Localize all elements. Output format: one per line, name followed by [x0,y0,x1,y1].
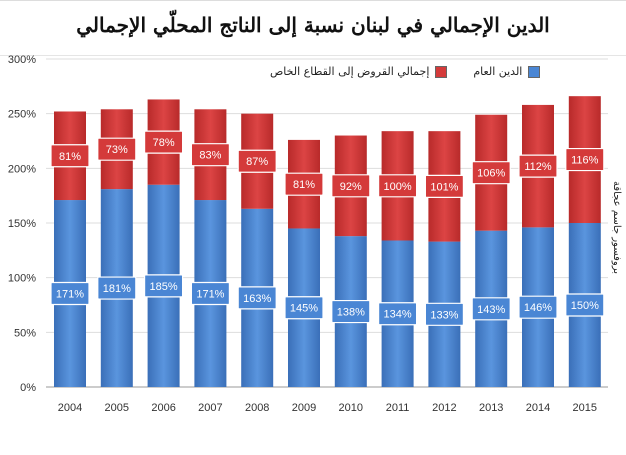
data-label-box [190,281,230,306]
x-tick-label: 2005 [105,402,129,414]
data-label-box [424,174,464,198]
data-label-box [518,295,558,319]
y-tick-label: 100% [8,273,36,285]
data-label: 73% [106,144,128,156]
data-label: 146% [524,302,552,314]
y-tick-label: 150% [8,218,36,230]
data-label-box [144,130,184,154]
data-label-box [331,174,371,198]
data-label: 83% [199,150,221,162]
data-label: 106% [477,168,505,180]
data-label: 163% [243,293,271,305]
data-label-box [471,297,511,321]
data-label: 101% [430,181,458,193]
data-label: 133% [430,309,458,321]
x-tick-label: 2007 [198,402,222,414]
y-tick-label: 200% [8,163,36,175]
data-label-box [284,172,324,196]
data-label-box [565,147,605,172]
data-label: 116% [571,155,599,167]
data-label: 171% [56,289,84,301]
data-label-box [190,143,230,167]
data-label: 143% [477,304,505,316]
data-label: 81% [59,151,81,163]
chart-title: الدين الإجمالي في لبنان نسبة إلى الناتج … [0,5,626,56]
x-tick-label: 2014 [526,402,550,414]
data-label: 112% [524,161,552,173]
data-label-box [50,281,90,306]
y-tick-label: 0% [20,382,36,394]
data-label: 185% [150,281,178,293]
author-credit: بروفسور جاسم عجاقة [611,181,622,275]
data-label-box [97,137,137,161]
data-label-box [237,286,277,310]
data-label-box [50,144,90,168]
x-tick-label: 2012 [432,402,456,414]
legend-swatch [528,65,541,78]
legend: الدين العام إجمالي القروض إلى القطاع الخ… [270,65,541,78]
data-label-box [378,174,418,198]
data-label: 138% [337,307,365,319]
data-label: 171% [196,289,224,301]
y-tick-label: 300% [8,54,36,66]
data-label-box [378,302,418,326]
x-tick-label: 2011 [386,402,410,414]
data-label: 87% [246,156,268,168]
data-label: 145% [290,303,318,315]
data-label-box [97,276,137,300]
legend-item-private-loans: إجمالي القروض إلى القطاع الخاص [270,65,448,78]
legend-label: إجمالي القروض إلى القطاع الخاص [270,65,430,78]
x-tick-label: 2004 [58,402,82,414]
x-tick-label: 2008 [245,402,269,414]
x-tick-label: 2010 [339,402,363,414]
x-tick-label: 2006 [151,402,175,414]
data-label-box [284,296,324,320]
legend-swatch [435,65,448,78]
data-label-box [237,149,277,173]
data-label: 78% [153,137,175,149]
y-tick-label: 250% [8,109,36,121]
y-tick-label: 50% [14,327,36,339]
data-label: 150% [571,300,599,312]
data-label: 92% [340,181,362,193]
legend-item-public-debt: الدين العام [473,65,541,78]
data-label: 181% [103,283,131,295]
data-label-box [518,154,558,178]
data-label: 134% [384,309,412,321]
legend-label: الدين العام [473,65,523,78]
data-label: 81% [293,179,315,191]
data-label-box [424,302,464,326]
data-label-box [471,161,511,185]
data-label-box [331,299,371,324]
x-tick-label: 2015 [573,402,597,414]
x-tick-label: 2013 [479,402,503,414]
data-label-box [144,274,184,298]
x-tick-label: 2009 [292,402,316,414]
data-label: 100% [384,181,412,193]
data-label-box [565,293,605,317]
